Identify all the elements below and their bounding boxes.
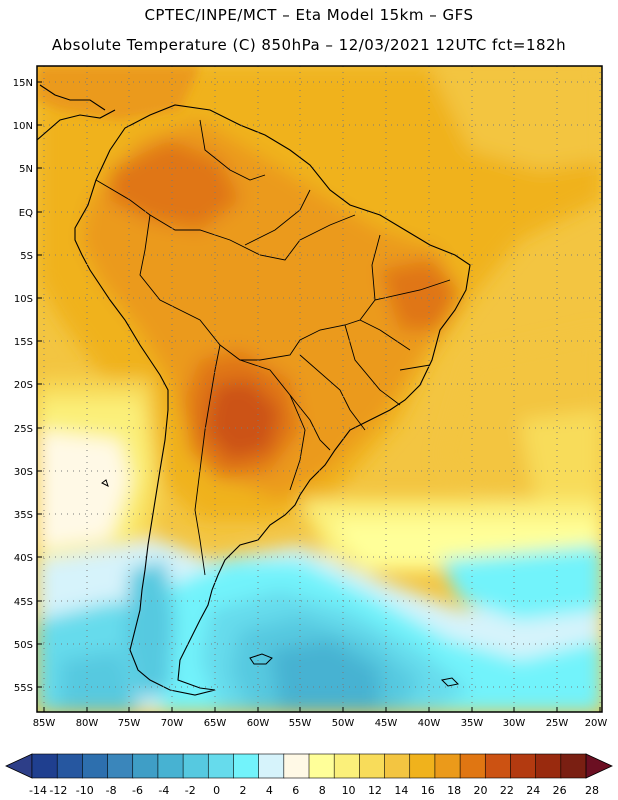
colorbar-labels: -14 -12 -10 -8 -6 -4 -2 0 2 4 6 8 10 12 14 16 18 20 22 24 26… [29, 784, 599, 797]
lon-labels: 85W 80W 75W 70W 65W 60W 55W 50W 45W 40W … [33, 718, 608, 729]
colorbar-cell [233, 753, 260, 779]
lon-label: 50W [332, 718, 355, 729]
colorbar-cell [510, 753, 537, 779]
colorbar-cell [207, 753, 235, 779]
colorbar-label: -14 [29, 784, 47, 797]
lon-label: 70W [161, 718, 184, 729]
lat-label: 5N [19, 164, 33, 175]
colorbar: -14 -12 -10 -8 -6 -4 -2 0 2 4 6 8 10 12 14 16 18 20 22 24 26… [5, 753, 613, 797]
lat-label: 30S [14, 467, 33, 478]
lon-label: 30W [503, 718, 526, 729]
colorbar-cell [359, 753, 386, 779]
colorbar-cell [283, 753, 310, 779]
lat-label: 55S [14, 683, 33, 694]
lon-label: 45W [375, 718, 398, 729]
colorbar-label: 28 [585, 784, 599, 797]
colorbar-label: -6 [132, 784, 143, 797]
lat-label: 15S [14, 337, 33, 348]
colorbar-label: -2 [185, 784, 196, 797]
colorbar-label: 8 [319, 784, 326, 797]
lon-label: 75W [118, 718, 141, 729]
colorbar-cell [459, 753, 486, 779]
colorbar-label: 20 [473, 784, 487, 797]
colorbar-cell [434, 753, 461, 779]
colorbar-cell [258, 753, 285, 779]
lat-label: 45S [14, 597, 33, 608]
lat-label: 25S [14, 424, 33, 435]
colorbar-cell [56, 753, 83, 779]
colorbar-label: 12 [368, 784, 382, 797]
map-frame [36, 65, 603, 713]
colorbar-cell [82, 753, 109, 779]
colorbar-label: -8 [106, 784, 117, 797]
colorbar-cell [484, 753, 512, 779]
colorbar-cell [535, 753, 562, 779]
colorbar-label: 18 [447, 784, 461, 797]
colorbar-cells [31, 753, 587, 779]
lat-lon-grid [37, 66, 602, 712]
lon-label: 25W [546, 718, 569, 729]
chart-title-line1: CPTEC/INPE/MCT – Eta Model 15km – GFS [144, 6, 474, 24]
lon-label: 35W [461, 718, 484, 729]
lon-label: 80W [76, 718, 99, 729]
lat-label: 10N [13, 121, 33, 132]
colorbar-cell [132, 753, 159, 779]
lat-label: 50S [14, 640, 33, 651]
lon-label: 55W [289, 718, 312, 729]
lat-labels: 15N 10N 5N EQ 5S 10S 15S 20S 25S 30S 35S… [13, 78, 33, 694]
lat-label: 15N [13, 78, 33, 89]
lon-label: 85W [33, 718, 56, 729]
lat-label: 35S [14, 510, 33, 521]
colorbar-low-arrow [5, 753, 33, 779]
chart-title-line2: Absolute Temperature (C) 850hPa – 12/03/… [51, 36, 567, 54]
colorbar-cell [560, 753, 587, 779]
lon-label: 20W [585, 718, 608, 729]
lat-label: 5S [20, 251, 33, 262]
colorbar-label: -4 [158, 784, 169, 797]
country-borders [95, 119, 451, 576]
colorbar-label: 6 [292, 784, 299, 797]
colorbar-label: 10 [342, 784, 356, 797]
colorbar-cell [409, 753, 436, 779]
islands [101, 479, 460, 687]
colorbar-cell [384, 753, 411, 779]
temperature-map: 15N 10N 5N EQ 5S 10S 15S 20S 25S 30S 35S… [13, 65, 608, 729]
lat-label: 40S [14, 553, 33, 564]
colorbar-label: 2 [240, 784, 247, 797]
lon-label: 40W [418, 718, 441, 729]
lon-label: 65W [204, 718, 227, 729]
colorbar-label: 0 [213, 784, 220, 797]
colorbar-label: 14 [394, 784, 408, 797]
colorbar-cell [308, 753, 335, 779]
colorbar-label: -12 [49, 784, 67, 797]
colorbar-label: 26 [553, 784, 567, 797]
colorbar-label: 22 [500, 784, 514, 797]
lon-label: 60W [247, 718, 270, 729]
colorbar-label: 24 [526, 784, 540, 797]
lat-label: 10S [14, 294, 33, 305]
colorbar-label: 4 [266, 784, 273, 797]
colorbar-label: 16 [421, 784, 435, 797]
colorbar-high-arrow [585, 753, 613, 779]
lat-label: 20S [14, 380, 33, 391]
lat-label: EQ [19, 208, 33, 219]
colorbar-cell [182, 753, 209, 779]
colorbar-cell [333, 753, 360, 779]
temperature-field [37, 66, 602, 712]
coastline [37, 84, 471, 696]
axis-ticks [37, 81, 601, 712]
colorbar-cell [31, 753, 58, 779]
colorbar-label: -10 [76, 784, 94, 797]
colorbar-cell [157, 753, 184, 779]
colorbar-cell [107, 753, 134, 779]
